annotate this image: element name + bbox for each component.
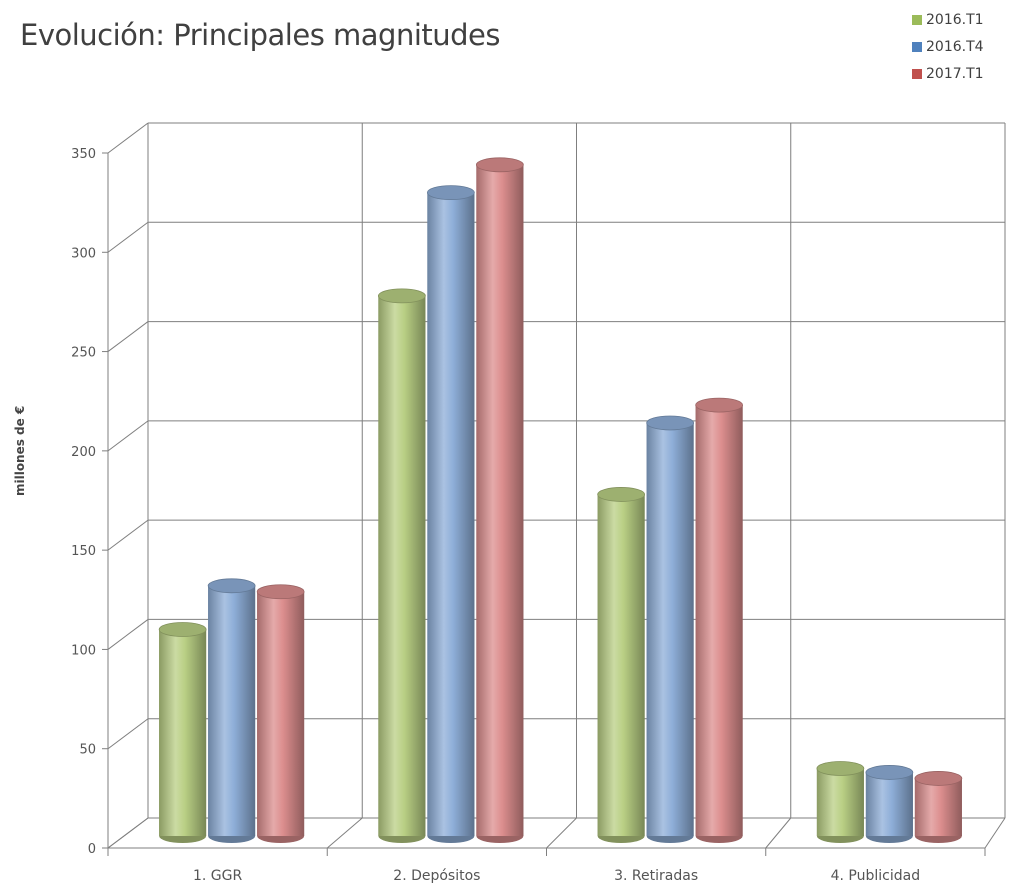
bar-face <box>208 585 256 836</box>
bar-2017.T1-2. Depósitos <box>475 157 524 843</box>
labels: 0 50 100 150 200 250 300 350 1. GGR 2. Depósitos 3… <box>13 147 920 884</box>
bar-2017.T1-4. Publicidad <box>914 771 963 843</box>
floor-divider <box>984 817 1006 849</box>
bar-2016.T1-2. Depósitos <box>377 288 426 843</box>
bar-2016.T4-1. GGR <box>207 578 256 843</box>
gridline-side <box>107 221 149 253</box>
bar-face <box>159 629 207 836</box>
bar-top <box>256 584 305 600</box>
legend-item-2016-t1: 2016.T1 <box>912 6 984 33</box>
bar-2016.T4-4. Publicidad <box>865 765 914 843</box>
legend-item-2017-t1: 2017.T1 <box>912 60 984 87</box>
gridline-side <box>107 122 149 154</box>
bar-2017.T1-3. Retiradas <box>695 397 744 843</box>
bar-top <box>695 397 744 413</box>
y-tick-label: 100 <box>71 643 96 658</box>
bar-face <box>257 591 305 836</box>
bar-2016.T1-3. Retiradas <box>597 487 646 843</box>
chart-title: Evolución: Principales magnitudes <box>20 18 501 52</box>
y-tick-label: 300 <box>71 246 96 261</box>
bar-face <box>427 192 475 837</box>
bar-face <box>695 405 743 836</box>
gridline-side <box>107 321 149 352</box>
x-tick-label: 4. Publicidad <box>831 868 920 884</box>
bar-top <box>865 765 914 780</box>
bar-top <box>914 771 963 786</box>
y-tick-label: 150 <box>71 544 96 559</box>
floor-divider <box>765 817 792 849</box>
legend-swatch <box>912 68 922 79</box>
legend-swatch <box>912 41 922 52</box>
axes <box>102 152 986 856</box>
y-tick-label: 50 <box>79 743 96 758</box>
bar-2016.T4-3. Retiradas <box>646 415 695 843</box>
bar-face <box>914 778 962 836</box>
bar-2017.T1-1. GGR <box>256 584 305 843</box>
legend-item-2016-t4: 2016.T4 <box>912 33 984 60</box>
floor-divider <box>107 817 149 849</box>
y-tick-label: 350 <box>71 147 96 162</box>
floor-divider <box>326 817 363 849</box>
legend: 2016.T1 2016.T4 2017.T1 <box>912 6 984 87</box>
x-tick-label: 2. Depósitos <box>393 868 480 884</box>
y-axis-label: millones de € <box>13 406 27 496</box>
bar-top <box>816 761 865 776</box>
y-tick-label: 0 <box>88 842 96 857</box>
x-tick-label: 1. GGR <box>193 868 243 884</box>
legend-label: 2016.T4 <box>926 38 984 55</box>
bar-top <box>597 487 646 502</box>
floor-divider <box>546 817 577 849</box>
bars <box>158 157 963 843</box>
bar-top <box>646 415 695 431</box>
gridline-side <box>107 519 149 551</box>
bar-face <box>816 768 864 836</box>
bar-face <box>476 164 524 837</box>
bar-top <box>475 157 524 173</box>
bar-face <box>646 422 694 836</box>
legend-label: 2017.T1 <box>926 65 984 82</box>
bar-face <box>378 295 426 836</box>
y-tick-label: 200 <box>71 445 96 460</box>
gridline-side <box>107 619 149 650</box>
gridline-side <box>107 420 149 452</box>
legend-swatch <box>912 14 922 25</box>
x-tick-label: 3. Retiradas <box>614 868 698 884</box>
bar-face <box>597 494 645 836</box>
bar-top <box>158 622 207 637</box>
bar-top <box>207 578 256 594</box>
bar-top <box>426 185 475 201</box>
bar-2016.T1-4. Publicidad <box>816 761 865 843</box>
bar-top <box>377 288 426 304</box>
bar-2016.T4-2. Depósitos <box>426 185 475 843</box>
gridline-side <box>107 718 149 750</box>
bar-face <box>865 772 913 836</box>
bar-2016.T1-1. GGR <box>158 622 207 843</box>
y-tick-label: 250 <box>71 346 96 361</box>
legend-label: 2016.T1 <box>926 11 984 28</box>
